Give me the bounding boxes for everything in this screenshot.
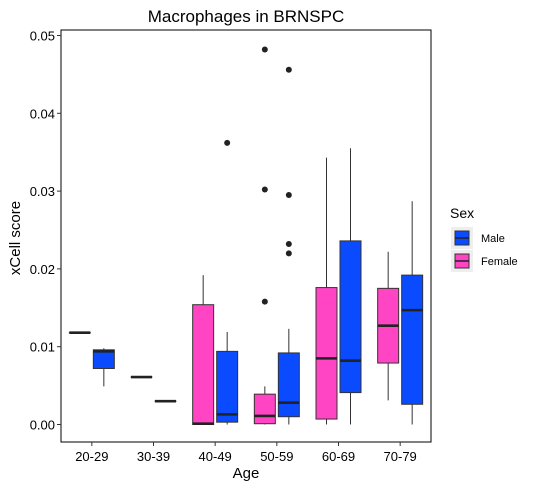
legend-title: Sex bbox=[450, 205, 474, 221]
x-tick-label: 60-69 bbox=[322, 449, 355, 464]
x-tick-label: 30-39 bbox=[137, 449, 170, 464]
plot-area: 0.00 0.01 0.02 0.03 0.04 0.05 20-29 30-39 40-49 5… bbox=[30, 29, 432, 464]
y-tick-label: 0.00 bbox=[30, 418, 55, 433]
box-body bbox=[339, 240, 362, 394]
chart-title: Macrophages in BRNSPC bbox=[148, 7, 345, 26]
legend-keys: Male Female bbox=[451, 227, 518, 272]
box-body bbox=[192, 304, 215, 425]
box-female-70-79 bbox=[377, 251, 400, 401]
legend-label-female: Female bbox=[481, 256, 518, 268]
box-body bbox=[401, 274, 424, 405]
y-tick-label: 0.01 bbox=[30, 340, 55, 355]
outlier-point bbox=[285, 66, 292, 73]
outlier-point bbox=[285, 191, 292, 198]
box-male-50-59 bbox=[277, 66, 300, 425]
outlier-point bbox=[285, 241, 292, 248]
box-male-60-69 bbox=[339, 148, 362, 425]
outlier-point bbox=[261, 298, 268, 305]
box-body bbox=[92, 349, 115, 369]
x-tick-label: 40-49 bbox=[199, 449, 232, 464]
outlier-point bbox=[261, 186, 268, 193]
y-tick-label: 0.02 bbox=[30, 262, 55, 277]
y-tick-label: 0.05 bbox=[30, 29, 55, 44]
x-axis-label: Age bbox=[233, 465, 260, 482]
box-male-40-49 bbox=[216, 139, 239, 425]
y-tick-label: 0.03 bbox=[30, 184, 55, 199]
outlier-point bbox=[285, 250, 292, 257]
box-male-20-29 bbox=[92, 348, 115, 387]
legend-label-male: Male bbox=[481, 233, 505, 245]
x-tick-label: 50-59 bbox=[260, 449, 293, 464]
box-body bbox=[315, 287, 338, 420]
box-body bbox=[277, 352, 300, 418]
y-axis-label: xCell score bbox=[7, 201, 24, 275]
y-tick-label: 0.04 bbox=[30, 106, 55, 121]
box-male-70-79 bbox=[401, 201, 424, 425]
x-tick-label: 20-29 bbox=[75, 449, 108, 464]
box-female-40-49 bbox=[192, 275, 215, 426]
legend: Sex Male Female bbox=[450, 205, 518, 272]
plot-panel bbox=[60, 29, 432, 443]
x-tick-label: 70-79 bbox=[384, 449, 417, 464]
box-female-60-69 bbox=[315, 157, 338, 425]
box-female-50-59 bbox=[253, 46, 276, 425]
box-body bbox=[216, 350, 239, 423]
box-body bbox=[253, 393, 276, 425]
outlier-point bbox=[261, 46, 268, 53]
outlier-point bbox=[224, 139, 231, 146]
